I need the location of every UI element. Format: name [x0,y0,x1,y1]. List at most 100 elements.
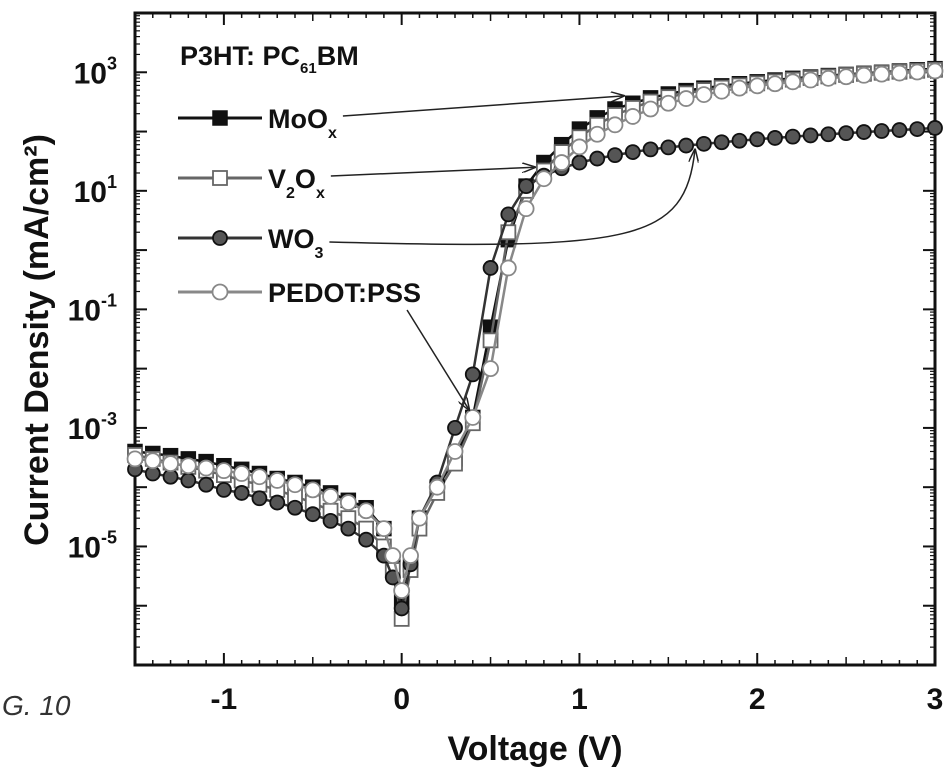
data-point [288,477,303,492]
data-point [804,128,818,142]
legend-item: WO3 [178,224,324,262]
series-line [135,70,935,619]
data-point [483,361,498,376]
data-point [625,109,640,124]
legend-marker [213,285,228,300]
legend: P3HT: PC61BM MoOx V2Ox WO3 PEDOT:PSS [178,41,421,308]
series-pedot-pss [128,64,943,599]
data-point [376,521,391,536]
series-v2ox [128,63,942,626]
data-point [821,127,835,141]
x-tick-label: -1 [211,683,238,716]
data-point [803,73,818,88]
data-point [679,91,694,106]
data-point [235,486,249,500]
data-point [501,207,515,221]
data-point [466,367,480,381]
data-point [359,503,374,518]
legend-label: WO3 [268,224,324,262]
data-point [385,548,400,563]
data-point [252,491,266,505]
data-point [270,473,285,488]
data-point [270,496,284,510]
data-point [324,514,338,528]
legend-label: MoOx [268,104,337,142]
annotation-arrow [407,310,469,410]
data-point [768,131,782,145]
data-point [910,122,924,136]
series-line [135,71,935,591]
data-point [572,156,586,170]
legend-title: P3HT: PC61BM [180,41,359,77]
x-tick-label: 1 [571,683,588,716]
data-point [715,135,729,149]
data-point [768,76,783,91]
data-point [626,145,640,159]
data-point [234,466,249,481]
data-point [145,453,160,468]
data-point [199,478,213,492]
data-point [465,410,480,425]
data-point [608,148,622,162]
legend-marker [213,111,227,125]
plot-frame [135,13,935,665]
data-point [181,473,195,487]
series-moox [128,62,942,608]
data-point [875,124,889,138]
data-point [785,74,800,89]
legend-label: PEDOT:PSS [268,278,421,308]
data-point [519,179,533,193]
data-point [484,261,498,275]
y-axis-title: Current Density (mA/cm²) [18,134,56,546]
data-point [412,511,427,526]
y-tick-label: 10-1 [68,290,117,327]
data-point [323,489,338,504]
data-point [608,117,623,132]
data-point [341,495,356,510]
data-point [750,78,765,93]
y-tick-label: 10-5 [68,527,117,564]
data-point [305,482,320,497]
x-tick-label: 2 [749,683,766,716]
data-point [554,155,569,170]
data-point [857,125,871,139]
legend-item: PEDOT:PSS [178,278,421,308]
data-point [732,134,746,148]
figure-label: G. 10 [2,690,71,721]
data-point [661,140,675,154]
data-point [448,421,462,435]
data-point [696,87,711,102]
annotation-arrow [331,167,535,176]
data-point [928,64,943,79]
data-point [732,81,747,96]
data-point [395,601,409,615]
legend-label: V2Ox [268,164,325,202]
data-point [644,142,658,156]
legend-marker [213,171,227,185]
data-point [643,102,658,117]
series-layer [128,62,943,626]
data-point [484,320,498,334]
data-point [252,469,267,484]
data-point [448,444,463,459]
y-tick-label: 10-3 [68,409,117,446]
data-point [536,171,551,186]
data-point [288,501,302,515]
data-point [590,152,604,166]
data-point [856,68,871,83]
data-point [394,583,409,598]
x-tick-label: 3 [927,683,944,716]
data-point [874,67,889,82]
data-point [501,260,516,275]
data-point [519,201,534,216]
legend-item: V2Ox [178,164,325,202]
data-point [892,123,906,137]
data-point [163,456,178,471]
x-tick-label: 0 [393,683,410,716]
data-point [910,65,925,80]
data-point [928,121,942,135]
data-point [821,71,836,86]
data-point [403,548,418,563]
y-tick-label: 101 [74,172,117,209]
